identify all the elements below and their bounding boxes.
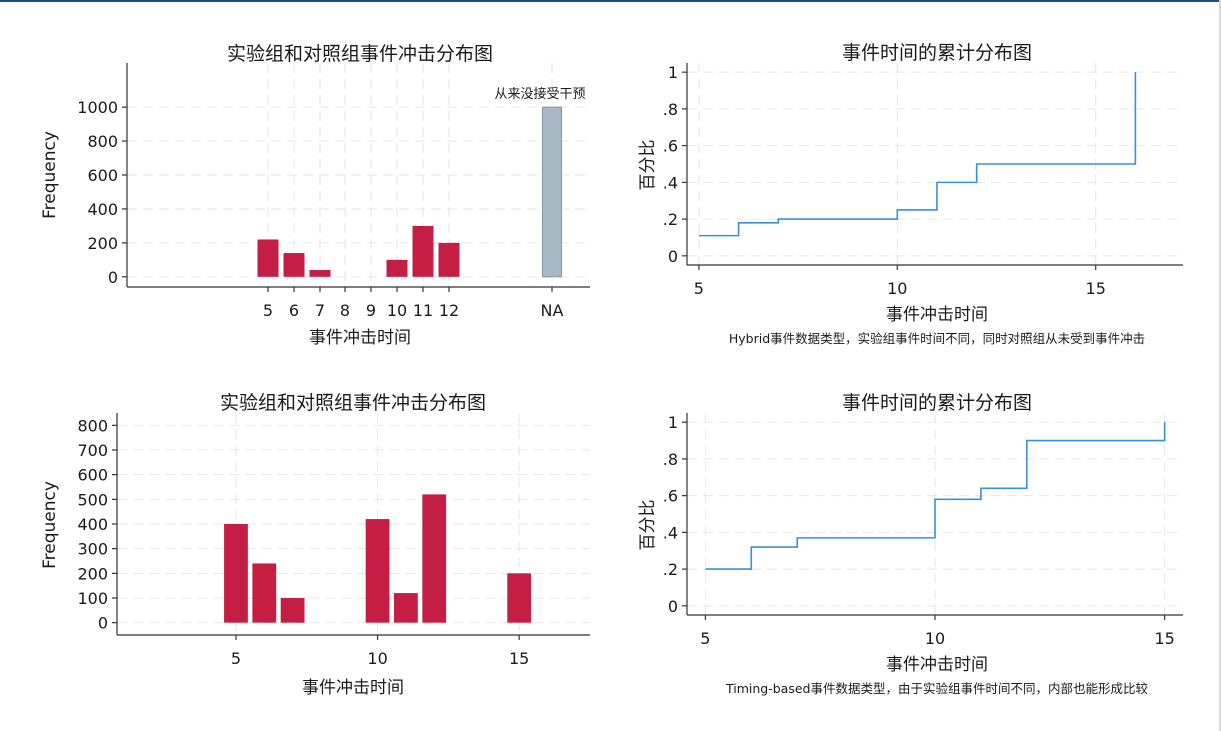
chart-panel-top-left: 实验组和对照组事件冲击分布图 从来没接受干预 0 200 400 600 800 1000… bbox=[40, 43, 590, 348]
y-tick-label: .4 bbox=[663, 173, 678, 192]
x-tick-label: 5 bbox=[263, 301, 273, 320]
y-tick-label: 400 bbox=[77, 515, 108, 534]
y-tick-label: 300 bbox=[77, 540, 108, 559]
bar bbox=[224, 524, 248, 623]
chart-note: Hybrid事件数据类型，实验组事件时间不同，同时对照组从未受到事件冲击 bbox=[729, 331, 1145, 346]
y-tick-label: 0 bbox=[668, 597, 678, 616]
y-tick-label: .6 bbox=[663, 487, 678, 506]
chart-panel-bottom-left: 实验组和对照组事件冲击分布图 0 100 200 300 400 500 600 700 800… bbox=[40, 392, 590, 698]
bar bbox=[507, 573, 532, 623]
y-axis-label: Frequency bbox=[40, 131, 60, 219]
y-tick-label: .8 bbox=[663, 100, 678, 119]
x-axis-label: 事件冲击时间 bbox=[302, 678, 404, 698]
window-top-border bbox=[0, 0, 1221, 2]
x-tick-label: 10 bbox=[387, 301, 407, 320]
x-tick-label: 15 bbox=[1086, 279, 1106, 298]
y-tick-label: .6 bbox=[663, 137, 678, 156]
cdf-step-line bbox=[705, 422, 1166, 570]
x-tick-label: 5 bbox=[700, 629, 710, 648]
x-tick-label: 6 bbox=[289, 301, 299, 320]
x-tick-label: 12 bbox=[439, 301, 459, 320]
x-tick-label: 15 bbox=[1154, 629, 1174, 648]
y-tick-label: .4 bbox=[663, 523, 678, 542]
x-tick-label: 5 bbox=[694, 279, 704, 298]
x-axis-label: 事件冲击时间 bbox=[886, 655, 988, 675]
bar-annotation: 从来没接受干预 bbox=[494, 86, 585, 102]
x-tick-label: 5 bbox=[231, 649, 241, 668]
x-tick-label: 11 bbox=[413, 301, 433, 320]
y-tick-label: 800 bbox=[87, 132, 118, 151]
y-axis-label: 百分比 bbox=[638, 500, 658, 551]
bar bbox=[252, 563, 277, 623]
bar bbox=[438, 242, 460, 277]
y-axis-label: 百分比 bbox=[638, 140, 658, 191]
y-axis-label: Frequency bbox=[40, 481, 60, 569]
y-tick-label: 1000 bbox=[77, 98, 118, 117]
x-tick-label: 10 bbox=[925, 629, 945, 648]
bar bbox=[386, 259, 408, 277]
x-axis-label: 事件冲击时间 bbox=[309, 328, 411, 348]
bar-na bbox=[542, 106, 562, 278]
y-tick-label: .8 bbox=[663, 450, 678, 469]
chart-panel-top-right: 事件时间的累计分布图 0.2.4.6.815 10 15 百分比 事件冲击时间 Hy… bbox=[638, 42, 1183, 346]
bar bbox=[365, 519, 390, 623]
chart-title: 事件时间的累计分布图 bbox=[842, 42, 1032, 64]
y-tick-label: 0 bbox=[98, 614, 108, 633]
bar bbox=[309, 270, 331, 277]
y-tick-label: 0 bbox=[668, 247, 678, 266]
y-tick-label: .2 bbox=[663, 560, 678, 579]
chart-title: 事件时间的累计分布图 bbox=[842, 392, 1032, 414]
y-tick-label: 200 bbox=[77, 564, 108, 583]
cdf-step-line bbox=[698, 72, 1137, 237]
bar bbox=[280, 598, 305, 623]
chart-note: Timing-based事件数据类型，由于实验组事件时间不同，内部也能形成比较 bbox=[725, 681, 1148, 696]
y-tick-label: 100 bbox=[77, 589, 108, 608]
x-tick-label: 9 bbox=[366, 301, 376, 320]
y-tick-label: 600 bbox=[77, 466, 108, 485]
bar bbox=[422, 494, 447, 623]
y-tick-label: 400 bbox=[87, 200, 118, 219]
x-tick-label: NA bbox=[541, 301, 564, 320]
y-tick-label: 700 bbox=[77, 441, 108, 460]
y-tick-label: 1 bbox=[668, 413, 678, 432]
y-tick-label: 0 bbox=[108, 268, 118, 287]
chart-title: 实验组和对照组事件冲击分布图 bbox=[220, 392, 486, 414]
y-tick-label: 500 bbox=[77, 490, 108, 509]
chart-panel-bottom-right: 事件时间的累计分布图 0.2.4.6.815 10 15 百分比 事件冲击时间 Ti… bbox=[638, 392, 1183, 696]
x-tick-label: 7 bbox=[315, 301, 325, 320]
bar bbox=[283, 253, 305, 277]
y-tick-label: 600 bbox=[87, 166, 118, 185]
x-tick-label: 8 bbox=[340, 301, 350, 320]
bar bbox=[412, 225, 434, 277]
y-tick-label: 800 bbox=[77, 416, 108, 435]
bar bbox=[394, 593, 418, 623]
chart-title: 实验组和对照组事件冲击分布图 bbox=[227, 43, 493, 65]
x-tick-label: 10 bbox=[367, 649, 387, 668]
x-tick-label: 15 bbox=[509, 649, 529, 668]
window-right-border bbox=[1219, 0, 1221, 731]
bar bbox=[257, 239, 279, 277]
x-axis-label: 事件冲击时间 bbox=[886, 305, 988, 325]
x-tick-label: 10 bbox=[887, 279, 907, 298]
y-tick-label: .2 bbox=[663, 210, 678, 229]
y-tick-label: 1 bbox=[668, 63, 678, 82]
y-tick-label: 200 bbox=[87, 234, 118, 253]
